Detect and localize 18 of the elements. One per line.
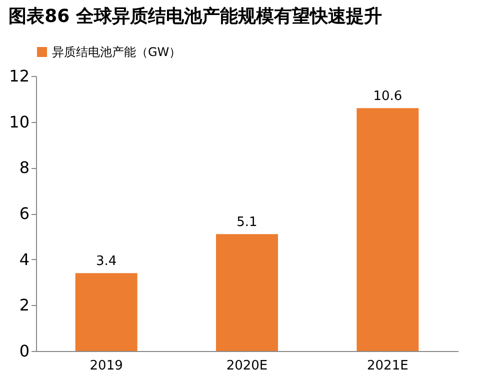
bar — [356, 108, 419, 351]
data-label: 5.1 — [236, 215, 258, 230]
x-tick-label: 2021E — [367, 358, 408, 374]
data-label: 10.6 — [373, 89, 402, 104]
data-label: 3.4 — [96, 254, 117, 270]
y-tick-label: 2 — [19, 296, 30, 315]
y-tick-label: 10 — [9, 112, 30, 132]
bar — [216, 234, 278, 351]
legend-label: 异质结电池产能（GW） — [52, 45, 182, 59]
x-tick-label: 2020E — [226, 358, 268, 374]
bar — [75, 273, 138, 351]
y-tick-label: 6 — [19, 204, 30, 223]
y-tick-label: 12 — [9, 66, 30, 86]
y-tick-label: 8 — [19, 158, 30, 178]
chart-title: 图表86 全球异质结电池产能规模有望快速提升 — [8, 6, 382, 27]
y-tick-label: 0 — [19, 342, 30, 360]
y-tick-label: 4 — [19, 250, 30, 269]
x-tick-label: 2019 — [90, 358, 123, 374]
